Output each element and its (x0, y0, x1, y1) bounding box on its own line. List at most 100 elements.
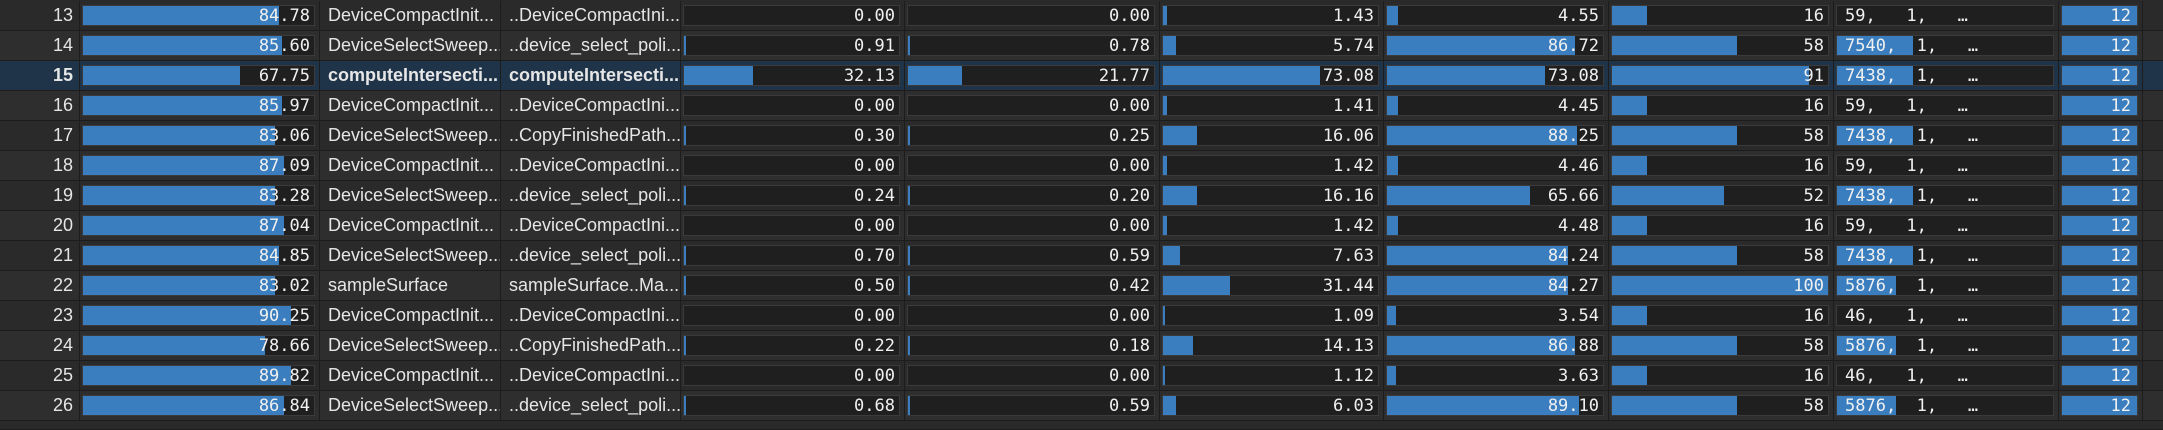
kernel-name-cell[interactable]: DeviceSelectSweep... (320, 31, 501, 60)
metric-2-cell[interactable]: 0.00 (905, 151, 1160, 180)
function-name-cell[interactable]: ..CopyFinishedPath... (501, 121, 681, 150)
metric-1-cell[interactable]: 0.00 (681, 301, 905, 330)
metric-5-cell[interactable]: 58 (1609, 391, 1834, 420)
metric-5-cell[interactable]: 58 (1609, 31, 1834, 60)
metric-3-cell[interactable]: 1.12 (1160, 361, 1384, 390)
grid-size-cell[interactable]: 46, 1, … (1834, 361, 2059, 390)
metric-5-cell[interactable]: 16 (1609, 301, 1834, 330)
metric-3-cell[interactable]: 7.63 (1160, 241, 1384, 270)
grid-size-cell[interactable]: 59, 1, … (1834, 1, 2059, 30)
metric-5-cell[interactable]: 16 (1609, 91, 1834, 120)
occupancy-cell[interactable]: 85.97 (80, 91, 320, 120)
function-name-cell[interactable]: ..DeviceCompactIni... (501, 211, 681, 240)
metric-3-cell[interactable]: 5.74 (1160, 31, 1384, 60)
metric-3-cell[interactable]: 73.08 (1160, 61, 1384, 90)
table-row[interactable]: 17 83.06 DeviceSelectSweep... ..CopyFinishe… (0, 121, 2163, 151)
kernel-name-cell[interactable]: DeviceCompactInit... (320, 211, 501, 240)
metric-5-cell[interactable]: 16 (1609, 361, 1834, 390)
metric-3-cell[interactable]: 6.03 (1160, 391, 1384, 420)
metric-3-cell[interactable]: 31.44 (1160, 271, 1384, 300)
table-row[interactable]: 20 87.04 DeviceCompactInit... ..DeviceCompa… (0, 211, 2163, 241)
metric-5-cell[interactable]: 16 (1609, 211, 1834, 240)
metric-1-cell[interactable]: 0.00 (681, 361, 905, 390)
occupancy-cell[interactable]: 87.04 (80, 211, 320, 240)
function-name-cell[interactable]: ..device_select_poli... (501, 391, 681, 420)
grid-size-cell[interactable]: 59, 1, … (1834, 91, 2059, 120)
metric-3-cell[interactable]: 14.13 (1160, 331, 1384, 360)
table-row[interactable]: 22 83.02 sampleSurface sampleSurface..Ma...… (0, 271, 2163, 301)
function-name-cell[interactable]: sampleSurface..Ma... (501, 271, 681, 300)
occupancy-cell[interactable]: 67.75 (80, 61, 320, 90)
metric-3-cell[interactable]: 16.16 (1160, 181, 1384, 210)
occupancy-cell[interactable]: 84.78 (80, 1, 320, 30)
grid-size-cell[interactable]: 5876, 1, … (1834, 331, 2059, 360)
block-size-cell[interactable]: 12 (2059, 61, 2143, 90)
metric-4-cell[interactable]: 4.46 (1384, 151, 1609, 180)
metric-5-cell[interactable]: 91 (1609, 61, 1834, 90)
function-name-cell[interactable]: ..device_select_poli... (501, 241, 681, 270)
table-row[interactable]: 26 86.84 DeviceSelectSweep... ..device_sele… (0, 391, 2163, 421)
metric-2-cell[interactable]: 0.20 (905, 181, 1160, 210)
occupancy-cell[interactable]: 83.28 (80, 181, 320, 210)
metric-4-cell[interactable]: 4.55 (1384, 1, 1609, 30)
metric-2-cell[interactable]: 0.00 (905, 1, 1160, 30)
metric-5-cell[interactable]: 58 (1609, 121, 1834, 150)
occupancy-cell[interactable]: 85.60 (80, 31, 320, 60)
table-row[interactable]: 23 90.25 DeviceCompactInit... ..DeviceCompa… (0, 301, 2163, 331)
grid-size-cell[interactable]: 7438, 1, … (1834, 241, 2059, 270)
block-size-cell[interactable]: 12 (2059, 331, 2143, 360)
metric-3-cell[interactable]: 1.43 (1160, 1, 1384, 30)
metric-2-cell[interactable]: 0.00 (905, 211, 1160, 240)
metric-1-cell[interactable]: 0.00 (681, 1, 905, 30)
metric-3-cell[interactable]: 1.42 (1160, 151, 1384, 180)
kernel-name-cell[interactable]: DeviceSelectSweep... (320, 181, 501, 210)
metric-4-cell[interactable]: 73.08 (1384, 61, 1609, 90)
metric-4-cell[interactable]: 88.25 (1384, 121, 1609, 150)
metric-1-cell[interactable]: 0.68 (681, 391, 905, 420)
metric-1-cell[interactable]: 0.30 (681, 121, 905, 150)
metric-4-cell[interactable]: 84.24 (1384, 241, 1609, 270)
block-size-cell[interactable]: 12 (2059, 31, 2143, 60)
kernel-name-cell[interactable]: DeviceSelectSweep... (320, 121, 501, 150)
function-name-cell[interactable]: ..DeviceCompactIni... (501, 151, 681, 180)
metric-4-cell[interactable]: 3.63 (1384, 361, 1609, 390)
metric-2-cell[interactable]: 0.18 (905, 331, 1160, 360)
grid-size-cell[interactable]: 59, 1, … (1834, 151, 2059, 180)
metric-4-cell[interactable]: 4.45 (1384, 91, 1609, 120)
block-size-cell[interactable]: 12 (2059, 301, 2143, 330)
block-size-cell[interactable]: 12 (2059, 181, 2143, 210)
block-size-cell[interactable]: 12 (2059, 151, 2143, 180)
block-size-cell[interactable]: 12 (2059, 91, 2143, 120)
metric-5-cell[interactable]: 58 (1609, 331, 1834, 360)
metric-1-cell[interactable]: 0.00 (681, 91, 905, 120)
metric-2-cell[interactable]: 0.78 (905, 31, 1160, 60)
metric-2-cell[interactable]: 0.25 (905, 121, 1160, 150)
metric-1-cell[interactable]: 32.13 (681, 61, 905, 90)
metric-1-cell[interactable]: 0.91 (681, 31, 905, 60)
metric-3-cell[interactable]: 1.42 (1160, 211, 1384, 240)
table-row[interactable]: 16 85.97 DeviceCompactInit... ..DeviceCompa… (0, 91, 2163, 121)
grid-size-cell[interactable]: 7438, 1, … (1834, 61, 2059, 90)
function-name-cell[interactable]: ..DeviceCompactIni... (501, 361, 681, 390)
function-name-cell[interactable]: ..device_select_poli... (501, 31, 681, 60)
function-name-cell[interactable]: ..device_select_poli... (501, 181, 681, 210)
metric-1-cell[interactable]: 0.00 (681, 151, 905, 180)
function-name-cell[interactable]: ..DeviceCompactIni... (501, 301, 681, 330)
metric-1-cell[interactable]: 0.00 (681, 211, 905, 240)
metric-2-cell[interactable]: 0.42 (905, 271, 1160, 300)
metric-5-cell[interactable]: 100 (1609, 271, 1834, 300)
function-name-cell[interactable]: computeIntersecti... (501, 61, 681, 90)
kernel-name-cell[interactable]: DeviceSelectSweep... (320, 391, 501, 420)
grid-size-cell[interactable]: 7438, 1, … (1834, 181, 2059, 210)
metric-2-cell[interactable]: 0.00 (905, 91, 1160, 120)
block-size-cell[interactable]: 12 (2059, 241, 2143, 270)
metric-5-cell[interactable]: 16 (1609, 151, 1834, 180)
kernel-name-cell[interactable]: DeviceCompactInit... (320, 151, 501, 180)
occupancy-cell[interactable]: 83.02 (80, 271, 320, 300)
kernel-name-cell[interactable]: DeviceCompactInit... (320, 301, 501, 330)
kernel-name-cell[interactable]: DeviceCompactInit... (320, 1, 501, 30)
grid-size-cell[interactable]: 7438, 1, … (1834, 121, 2059, 150)
metric-4-cell[interactable]: 3.54 (1384, 301, 1609, 330)
table-row[interactable]: 19 83.28 DeviceSelectSweep... ..device_sele… (0, 181, 2163, 211)
block-size-cell[interactable]: 12 (2059, 1, 2143, 30)
